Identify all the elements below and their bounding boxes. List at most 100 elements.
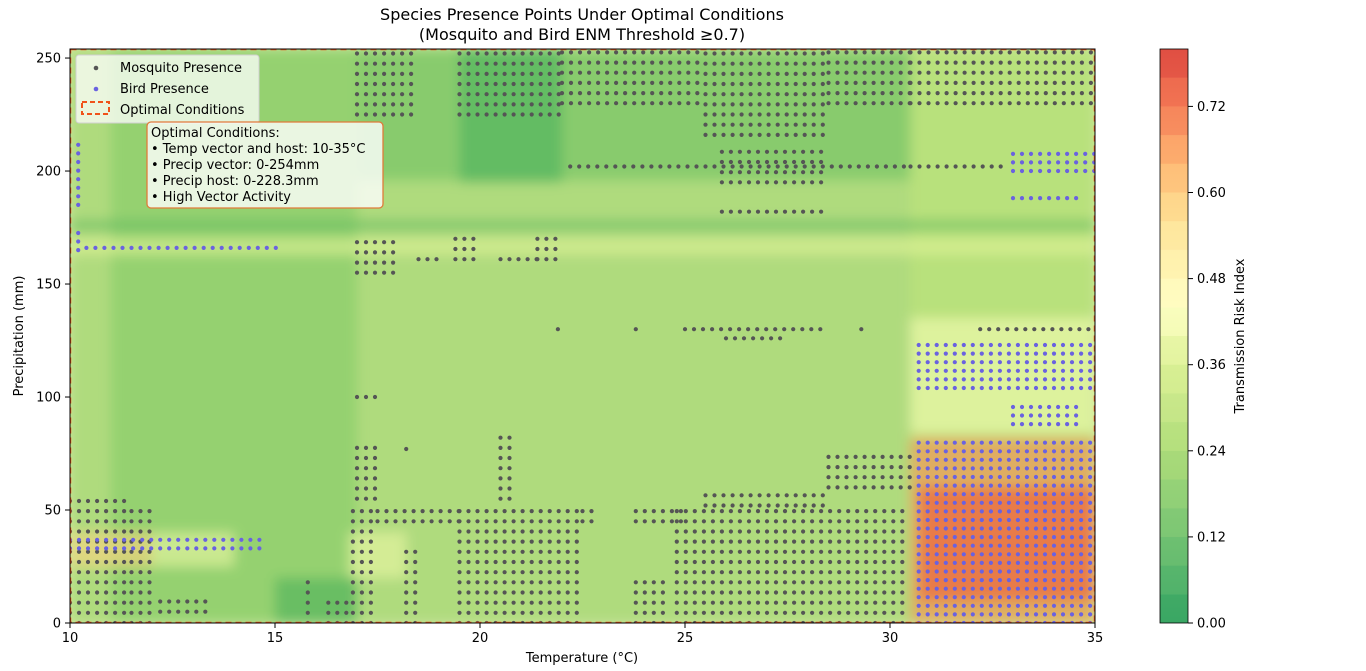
data-point [1043, 70, 1048, 75]
data-point [511, 529, 516, 534]
data-point [413, 570, 418, 575]
data-point [1088, 586, 1093, 591]
data-point [85, 549, 91, 554]
data-point [565, 590, 570, 595]
data-point [810, 529, 815, 534]
data-point [683, 580, 688, 585]
data-point [547, 509, 552, 514]
data-point [934, 517, 939, 523]
data-point [737, 559, 743, 565]
data-point [409, 102, 414, 107]
data-point [891, 549, 896, 554]
data-point [979, 474, 984, 480]
data-point [784, 71, 789, 76]
data-point [719, 180, 725, 185]
data-point [979, 377, 984, 382]
data-point [633, 580, 638, 585]
data-point [1079, 526, 1084, 531]
data-point [728, 149, 734, 154]
data-point [1088, 449, 1093, 454]
data-point [769, 336, 774, 341]
data-point [730, 61, 735, 66]
data-point [529, 610, 534, 615]
data-point [633, 327, 638, 332]
data-point [538, 529, 543, 534]
data-point [1088, 50, 1093, 55]
x-tick-label: 10 [62, 631, 79, 646]
data-point [997, 377, 1003, 382]
data-point [701, 559, 707, 565]
data-point [943, 360, 948, 365]
data-point [219, 245, 224, 250]
data-point [862, 70, 867, 75]
data-point [502, 559, 507, 565]
data-point [782, 570, 788, 575]
data-point [457, 102, 462, 107]
data-point [502, 600, 507, 605]
legend-bird-label: Bird Presence [120, 82, 209, 97]
data-point [248, 537, 253, 542]
data-point [471, 236, 476, 241]
data-point [129, 529, 134, 534]
data-point [529, 600, 534, 605]
data-point [1033, 517, 1039, 523]
data-point [820, 51, 825, 56]
data-point [844, 454, 849, 459]
data-point [1079, 457, 1084, 462]
data-point [908, 164, 913, 169]
data-point [712, 503, 717, 508]
data-point [85, 600, 91, 605]
data-point [802, 92, 807, 97]
data-point [846, 559, 851, 565]
data-point [737, 149, 743, 154]
data-point [766, 61, 771, 66]
data-point [997, 457, 1003, 462]
data-point [1019, 422, 1025, 427]
data-point [988, 586, 994, 591]
data-point [1060, 543, 1066, 548]
data-point [475, 600, 480, 605]
data-point [409, 92, 414, 97]
data-point [1007, 91, 1012, 96]
data-point [1060, 517, 1066, 523]
data-point [677, 80, 682, 85]
data-point [748, 51, 753, 56]
data-point [192, 245, 197, 250]
data-point [1006, 569, 1012, 574]
data-point [1015, 492, 1021, 497]
data-point [409, 71, 414, 76]
data-point [873, 570, 878, 575]
data-point [113, 498, 118, 504]
data-point [113, 570, 118, 575]
data-point [511, 539, 516, 544]
data-point [372, 92, 378, 97]
data-point [819, 519, 824, 524]
data-point [372, 260, 378, 265]
data-point [1088, 368, 1093, 373]
data-point [502, 590, 507, 595]
data-point [1060, 586, 1066, 591]
data-point [846, 549, 851, 554]
data-point [1024, 342, 1029, 348]
data-point [934, 552, 939, 557]
data-point [900, 559, 905, 565]
data-point [511, 559, 516, 565]
data-point [642, 600, 647, 605]
data-point [746, 580, 752, 585]
data-point [538, 570, 543, 575]
data-point [792, 529, 797, 534]
annotation-frame [146, 121, 384, 209]
data-point [979, 342, 984, 348]
data-point [703, 102, 708, 107]
data-point [529, 590, 534, 595]
data-point [1056, 160, 1061, 165]
data-point [677, 91, 682, 96]
data-point [1056, 422, 1061, 427]
colorbar-band [1160, 594, 1188, 623]
data-point [766, 81, 771, 87]
data-point [712, 132, 717, 137]
data-point [400, 51, 405, 56]
data-point [76, 509, 82, 514]
data-point [93, 245, 98, 250]
